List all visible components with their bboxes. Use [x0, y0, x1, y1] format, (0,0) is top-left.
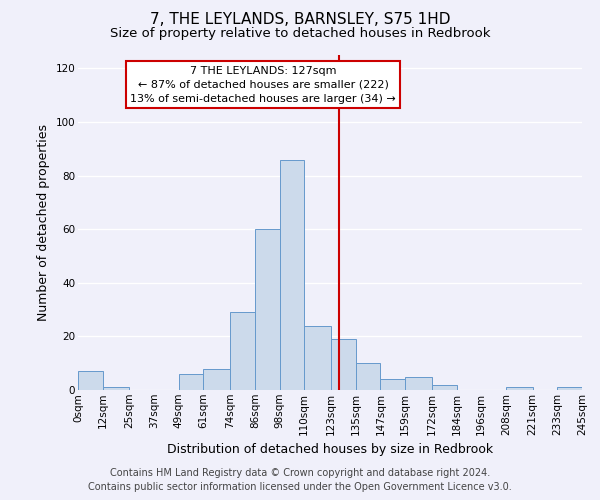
Bar: [331, 339, 356, 390]
Bar: [506, 388, 533, 390]
Text: 7 THE LEYLANDS: 127sqm
← 87% of detached houses are smaller (222)
13% of semi-de: 7 THE LEYLANDS: 127sqm ← 87% of detached…: [130, 66, 396, 104]
Text: 7, THE LEYLANDS, BARNSLEY, S75 1HD: 7, THE LEYLANDS, BARNSLEY, S75 1HD: [150, 12, 450, 28]
X-axis label: Distribution of detached houses by size in Redbrook: Distribution of detached houses by size …: [167, 443, 493, 456]
Bar: [255, 229, 280, 390]
Bar: [230, 312, 255, 390]
Text: Size of property relative to detached houses in Redbrook: Size of property relative to detached ho…: [110, 28, 490, 40]
Bar: [103, 388, 130, 390]
Bar: [405, 376, 432, 390]
Bar: [304, 326, 331, 390]
Bar: [179, 374, 203, 390]
Text: Contains HM Land Registry data © Crown copyright and database right 2024.
Contai: Contains HM Land Registry data © Crown c…: [88, 468, 512, 492]
Y-axis label: Number of detached properties: Number of detached properties: [37, 124, 50, 321]
Bar: [557, 388, 582, 390]
Bar: [78, 371, 103, 390]
Bar: [356, 363, 380, 390]
Bar: [380, 380, 405, 390]
Bar: [432, 384, 457, 390]
Bar: [203, 368, 230, 390]
Bar: [280, 160, 304, 390]
